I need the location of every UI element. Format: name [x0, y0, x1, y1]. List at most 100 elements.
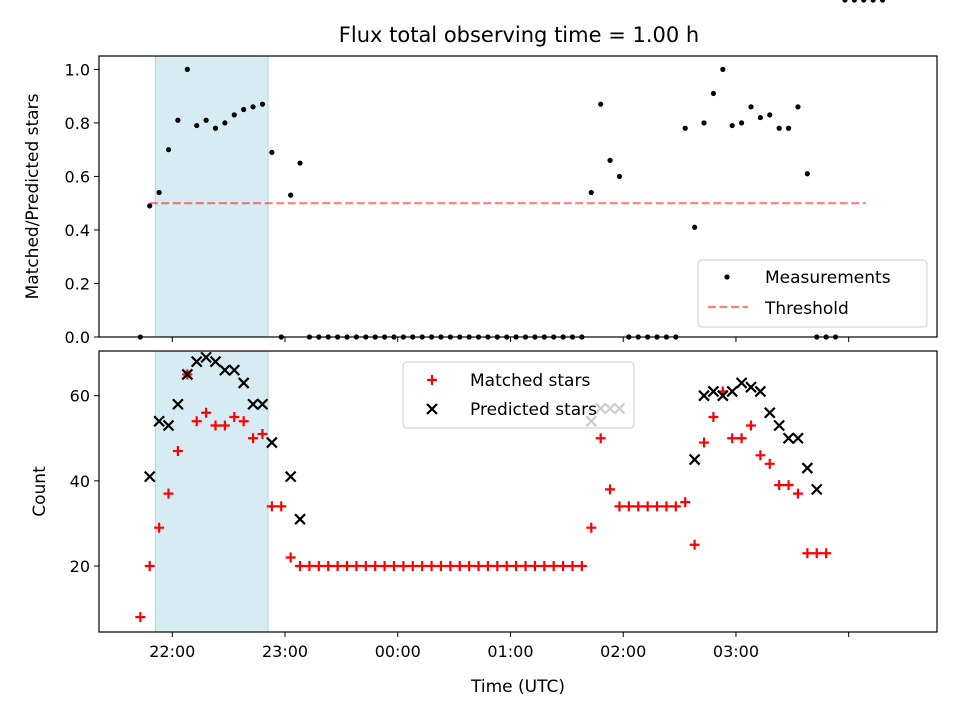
measurement-point	[175, 117, 181, 123]
legend-measurements-label: Measurements	[765, 268, 891, 288]
matched-star-point	[417, 561, 428, 572]
legend-top-box	[697, 259, 928, 328]
bottom-y-tick-label: 60	[70, 387, 90, 406]
measurement-point	[729, 122, 735, 129]
measurement-point	[212, 125, 219, 131]
bottom-axes-frame	[98, 350, 938, 633]
matched-star-point	[229, 411, 240, 422]
matched-star-point	[736, 433, 747, 444]
matched-star-point	[482, 561, 493, 572]
matched-star-point	[745, 420, 756, 431]
matched-star-point	[576, 561, 587, 572]
measurement-point	[795, 104, 801, 110]
matched-star-point	[388, 561, 399, 572]
matched-star-point	[529, 561, 540, 572]
measurement-point	[720, 66, 726, 72]
predicted-star-point	[735, 377, 748, 389]
predicted-star-point	[745, 381, 757, 393]
matched-star-point	[501, 561, 512, 572]
matched-star-point	[623, 501, 634, 512]
predicted-star-point	[707, 385, 720, 398]
top-axes-frame	[98, 55, 938, 338]
matched-star-point	[276, 501, 287, 512]
matched-star-point	[407, 561, 418, 572]
matched-star-point	[201, 407, 212, 418]
matched-star-point	[689, 539, 700, 550]
top-y-tick-label: 1.0	[65, 60, 90, 79]
matched-star-point	[567, 561, 578, 572]
matched-star-point	[755, 450, 766, 461]
matched-star-point	[727, 433, 738, 444]
bottom-y-tick-label: 20	[70, 557, 90, 576]
measurement-point	[165, 147, 172, 153]
matched-star-point	[473, 561, 484, 572]
predicted-star-point	[773, 419, 785, 432]
predicted-star-point	[247, 398, 259, 410]
measurement-point	[588, 189, 594, 196]
x-tick-label: 03:00	[713, 642, 759, 661]
matched-star-point	[595, 433, 606, 444]
predicted-star-point	[266, 436, 278, 449]
matched-star-point	[370, 561, 381, 572]
matched-star-point	[144, 561, 155, 572]
x-tick-label: 02:00	[600, 642, 646, 661]
matched-star-point	[257, 429, 268, 440]
matched-star-point	[464, 561, 475, 572]
predicted-star-point	[200, 351, 212, 364]
matched-star-point	[135, 612, 146, 623]
predicted-star-point	[763, 406, 776, 419]
x-tick-label: 23:00	[262, 642, 308, 661]
matched-star-point	[670, 501, 681, 512]
predicted-star-point	[717, 389, 729, 402]
x-tick-label: 01:00	[487, 642, 533, 661]
matched-star-point	[764, 458, 775, 469]
measurement-point	[757, 114, 763, 121]
legend-matched-label: Matched stars	[470, 371, 590, 391]
predicted-star-point	[172, 398, 184, 410]
matched-star-point	[266, 501, 277, 512]
predicted-star-point	[209, 355, 222, 368]
legend-predicted-marker	[426, 403, 438, 415]
predicted-star-point	[688, 453, 701, 466]
measurement-point	[598, 101, 604, 107]
matched-star-point	[642, 501, 653, 512]
predicted-star-point	[698, 389, 710, 402]
bottom-series-group	[135, 351, 832, 623]
matched-star-point	[210, 420, 221, 431]
matched-star-point	[295, 561, 306, 572]
matched-star-point	[558, 561, 569, 572]
predicted-star-point	[153, 415, 165, 428]
matched-star-point	[154, 522, 165, 533]
matched-star-point	[398, 561, 409, 572]
matched-star-point	[802, 548, 813, 559]
matched-star-point	[699, 437, 710, 448]
matched-star-point	[661, 501, 672, 512]
panel-bottom: 22:00 23:00 00:00 01:00 02:00 03:00 20 40 60 Coun…	[30, 350, 938, 697]
predicted-star-point	[219, 364, 231, 376]
measurement-point	[616, 173, 623, 180]
predicted-star-point	[237, 377, 250, 389]
legend-matched-marker	[427, 375, 437, 385]
measurement-point	[776, 125, 782, 131]
measurement-point	[879, 0, 886, 3]
measurement-point	[748, 104, 754, 110]
matched-star-point	[342, 561, 353, 572]
predicted-star-point	[228, 364, 241, 376]
x-tick-label: 00:00	[375, 642, 421, 661]
predicted-star-point	[754, 385, 767, 398]
measurement-point	[870, 0, 876, 3]
top-y-tick-label: 0.0	[65, 328, 90, 347]
matched-star-point	[811, 548, 822, 559]
matched-star-point	[520, 561, 531, 572]
measurement-point	[710, 90, 717, 97]
matched-star-point	[248, 433, 259, 444]
legend-top: Measurements Threshold	[697, 259, 928, 328]
matched-star-point	[313, 561, 324, 572]
matched-star-point	[511, 561, 522, 572]
predicted-star-point	[801, 462, 814, 474]
matched-star-point	[454, 561, 465, 572]
measurement-point	[682, 125, 688, 131]
legend-bottom-box	[402, 361, 635, 429]
matched-star-point	[426, 561, 437, 572]
